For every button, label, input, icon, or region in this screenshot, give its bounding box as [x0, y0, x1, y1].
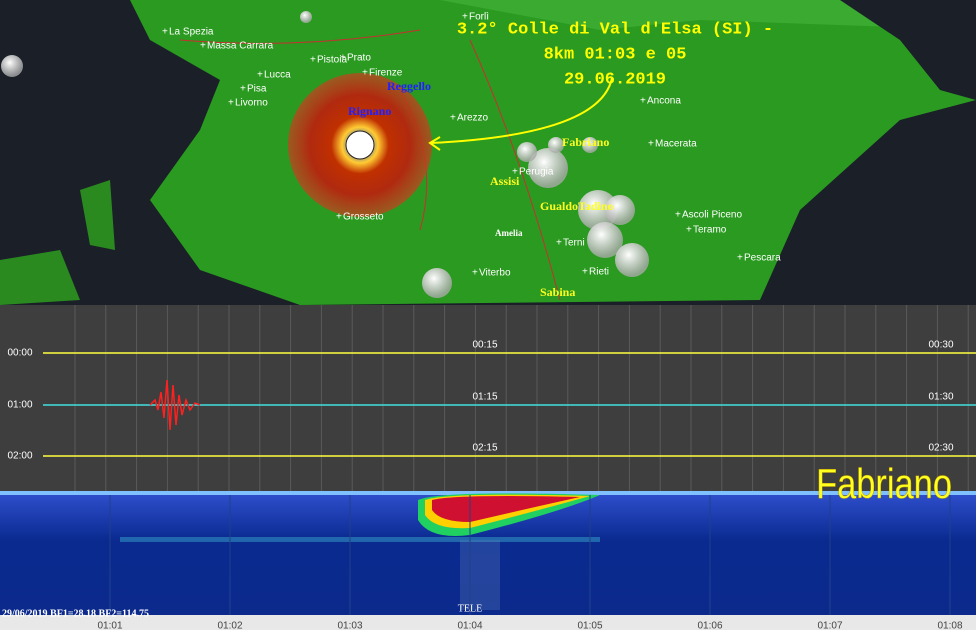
place-marker-cross: +: [200, 41, 206, 52]
place-label: Ascoli Piceno: [682, 210, 742, 221]
place-label: Rignano: [348, 104, 391, 118]
marker-label: TELE: [458, 603, 482, 614]
time-label: 01:04: [457, 621, 482, 630]
end-time-label: 01:30: [928, 392, 953, 403]
place-label: Reggello: [387, 79, 431, 93]
place-marker-cross: +: [340, 53, 346, 64]
station-label: Fabriano: [816, 461, 952, 508]
place-label: Pescara: [744, 253, 781, 264]
row-time-label: 01:00: [7, 400, 32, 411]
place-label: La Spezia: [169, 27, 214, 38]
place-label: Perugia: [519, 167, 554, 178]
place-label: Livorno: [235, 98, 268, 109]
place-marker-cross: +: [240, 84, 246, 95]
place-marker-cross: +: [556, 238, 562, 249]
place-label: Ancona: [647, 96, 681, 107]
place-marker-cross: +: [648, 139, 654, 150]
quake-title: 29.06.2019: [564, 70, 666, 89]
place-marker-cross: +: [462, 12, 468, 23]
place-marker-cross: +: [257, 70, 263, 81]
place-marker-cross: +: [362, 68, 368, 79]
time-label: 01:02: [217, 621, 242, 630]
mid-time-label: 02:15: [472, 443, 497, 454]
time-label: 01:05: [577, 621, 602, 630]
place-marker-cross: +: [310, 55, 316, 66]
info-label: 29/06/2019 BF1=28.18 BF2=114.75: [2, 608, 149, 619]
place-label: Grosseto: [343, 212, 384, 223]
end-time-label: 02:30: [928, 443, 953, 454]
place-marker-cross: +: [450, 113, 456, 124]
end-time-label: 00:30: [928, 340, 953, 351]
place-marker-cross: +: [162, 27, 168, 38]
place-marker-cross: +: [582, 267, 588, 278]
place-label: Arezzo: [457, 113, 489, 124]
time-label: 01:03: [337, 621, 362, 630]
place-label: Assisi: [490, 174, 520, 188]
place-label: Firenze: [369, 68, 403, 79]
place-label: Teramo: [693, 225, 727, 236]
place-label: Sabina: [540, 285, 575, 299]
place-label: Rieti: [589, 267, 609, 278]
place-marker-cross: +: [675, 210, 681, 221]
row-time-label: 00:00: [7, 348, 32, 359]
place-marker-cross: +: [686, 225, 692, 236]
place-label: GualdoTadino: [540, 199, 614, 213]
place-marker-cross: +: [336, 212, 342, 223]
place-marker-cross: +: [737, 253, 743, 264]
quake-title: 3.2° Colle di Val d'Elsa (SI) -: [457, 20, 773, 39]
place-marker-cross: +: [640, 96, 646, 107]
place-label: Prato: [347, 53, 371, 64]
place-label: Forlì: [469, 12, 489, 23]
place-label: Pistoia: [317, 55, 347, 66]
place-marker-cross: +: [228, 98, 234, 109]
mid-time-label: 01:15: [472, 392, 497, 403]
place-label: Pisa: [247, 84, 267, 95]
place-marker-cross: +: [472, 268, 478, 279]
place-label: Amelia: [495, 228, 523, 238]
map: + Forlì+ La Spezia+ Massa Carrara+ Pistoia+ P…: [0, 0, 976, 305]
place-label: Lucca: [264, 70, 291, 81]
place-label: Terni: [563, 238, 585, 249]
place-label: Macerata: [655, 139, 697, 150]
time-label: 01:08: [937, 621, 962, 630]
seismogram: 00:00 00:15 00:30 01:00 01:15 01:30 02:00 02:15…: [0, 305, 976, 491]
place-label: Massa Carrara: [207, 41, 274, 52]
mid-time-label: 00:15: [472, 340, 497, 351]
place-label: Viterbo: [479, 268, 511, 279]
place-marker-cross: +: [512, 167, 518, 178]
time-label: 01:01: [97, 621, 122, 630]
row-time-label: 02:00: [7, 451, 32, 462]
spectrogram: Fabriano 29/06/2019 BF1=28.18 BF2=114.75 T…: [0, 461, 976, 630]
quake-title: 8km 01:03 e 05: [544, 45, 687, 64]
time-label: 01:06: [697, 621, 722, 630]
time-label: 01:07: [817, 621, 842, 630]
place-label: Fabriano: [562, 135, 609, 149]
